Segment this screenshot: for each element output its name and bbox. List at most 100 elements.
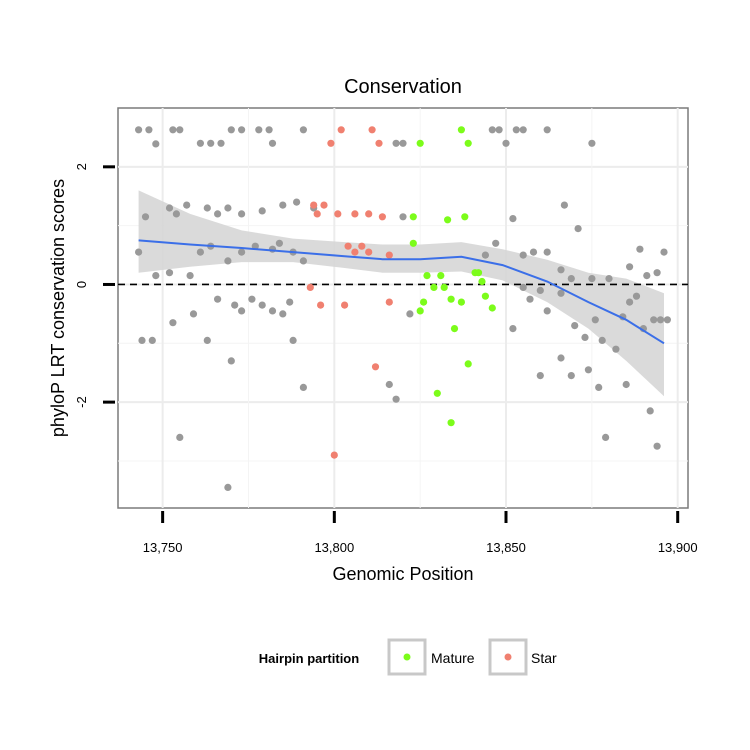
x-axis-ticks: 13,750 13,800 13,850 13,900 (143, 511, 698, 555)
point-mature (488, 304, 496, 312)
point-other (519, 126, 527, 134)
point-star (375, 139, 383, 147)
point-other (650, 316, 658, 324)
point-other (255, 126, 263, 134)
point-other (492, 239, 500, 247)
y-axis-label: phyloP LRT conservation scores (48, 179, 68, 437)
point-other (289, 336, 297, 344)
point-mature (440, 283, 448, 291)
point-other (567, 372, 575, 380)
point-other (557, 354, 565, 362)
point-mature (457, 298, 465, 306)
point-other (392, 139, 400, 147)
point-other (172, 210, 180, 218)
y-tick-label: -2 (74, 396, 89, 408)
point-other (543, 126, 551, 134)
point-other (299, 383, 307, 391)
point-star (310, 201, 318, 209)
point-other (141, 213, 150, 221)
point-star (327, 139, 335, 147)
point-mature (478, 277, 486, 286)
legend-title: Hairpin partition (259, 651, 359, 666)
point-other (183, 201, 191, 209)
point-other (275, 239, 283, 247)
point-other (567, 275, 575, 283)
x-tick-label: 13,800 (314, 540, 354, 555)
point-other (299, 126, 307, 134)
point-other (299, 257, 307, 265)
point-other (145, 126, 153, 134)
point-other (238, 126, 246, 134)
point-other (581, 333, 589, 341)
point-other (224, 204, 232, 212)
point-other (268, 139, 277, 147)
point-other (165, 269, 174, 277)
point-other (509, 215, 517, 223)
point-star (337, 126, 345, 134)
point-other (238, 248, 246, 256)
point-other (626, 298, 634, 306)
legend-label-mature: Mature (431, 650, 475, 666)
point-other (279, 310, 287, 318)
point-star (358, 242, 366, 250)
legend-marker-star (504, 653, 512, 661)
point-other (152, 272, 160, 280)
point-mature (416, 307, 424, 315)
point-star (351, 248, 359, 256)
point-other (543, 307, 551, 315)
point-other (526, 295, 534, 303)
point-other (588, 139, 596, 147)
chart-title: Conservation (344, 76, 462, 98)
point-other (660, 248, 668, 256)
point-star (313, 210, 321, 218)
point-other (217, 139, 225, 147)
point-star (334, 210, 342, 218)
legend-label-star: Star (531, 650, 557, 666)
point-other (286, 298, 294, 306)
point-other (536, 286, 544, 294)
point-other (636, 245, 644, 253)
point-star (351, 210, 359, 218)
smooth-fit-line (138, 239, 665, 345)
legend: Hairpin partition Mature Star (259, 638, 557, 676)
point-other (560, 201, 569, 209)
point-other (653, 269, 661, 277)
point-other (543, 248, 551, 256)
point-other (529, 248, 538, 256)
point-other (495, 126, 503, 134)
point-other (392, 395, 400, 403)
point-other (385, 380, 393, 389)
point-mature (447, 295, 455, 303)
point-mature (416, 139, 424, 147)
point-other (656, 316, 665, 324)
point-other (605, 275, 613, 283)
point-other (595, 383, 603, 391)
point-other (512, 126, 520, 134)
y-tick-label: 0 (74, 281, 89, 288)
point-other (557, 289, 565, 297)
point-star (385, 298, 393, 306)
point-other (268, 245, 277, 253)
point-other (176, 126, 184, 134)
point-other (663, 316, 672, 324)
point-other (557, 266, 565, 274)
point-star (368, 126, 376, 134)
point-other (612, 345, 620, 353)
point-mature (461, 213, 469, 221)
point-other (203, 204, 211, 212)
point-mature (450, 325, 459, 333)
point-other (248, 295, 256, 303)
point-other (238, 210, 246, 218)
point-other (571, 322, 579, 330)
legend-marker-mature (403, 653, 411, 661)
point-mature (474, 269, 483, 277)
point-other (238, 307, 246, 315)
point-other (574, 225, 582, 233)
point-mature (457, 126, 465, 134)
point-other (502, 139, 510, 147)
point-mature (464, 360, 472, 368)
x-axis-label: Genomic Position (332, 564, 473, 584)
point-other (186, 272, 194, 280)
points-layer (135, 126, 672, 491)
